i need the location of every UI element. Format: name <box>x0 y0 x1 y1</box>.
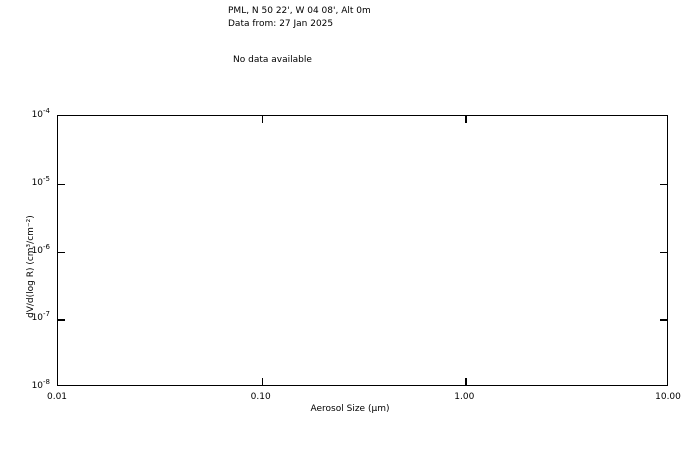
y-axis-tick-mark <box>58 319 65 321</box>
x-axis-title: Aerosol Size (μm) <box>310 404 390 414</box>
x-axis-tick-label: 0.01 <box>46 392 68 402</box>
y-axis-tick-mark-right <box>660 319 667 321</box>
x-axis-tick-mark-top <box>261 116 263 123</box>
x-axis-tick-label: 1.00 <box>454 392 475 402</box>
x-axis-tick-label: 10.00 <box>655 392 681 402</box>
plot-frame <box>57 115 668 386</box>
no-data-message: No data available <box>233 55 312 65</box>
y-axis-tick-mark-right <box>660 251 667 253</box>
site-location-line: PML, N 50 22', W 04 08', Alt 0m <box>228 6 371 16</box>
x-axis-tick-mark <box>261 378 263 385</box>
y-axis-tick-label: 10-5 <box>31 174 50 188</box>
y-axis-tick-label: 10-7 <box>31 310 50 324</box>
y-axis-tick-mark <box>58 183 65 186</box>
x-axis-tick-mark-top <box>465 116 467 123</box>
x-axis-tick-mark <box>465 378 467 385</box>
data-date-line: Data from: 27 Jan 2025 <box>228 19 334 29</box>
y-axis-title: dV/d(log R) (cm³/cm⁻²) <box>26 215 36 318</box>
plot-annotation-header: PML, N 50 22', W 04 08', Alt 0m Data fro… <box>228 5 371 31</box>
plot-canvas <box>58 116 667 385</box>
y-axis-tick-label: 10-4 <box>31 107 50 121</box>
y-axis-tick-label: 10-6 <box>31 242 50 256</box>
y-axis-tick-label: 10-8 <box>31 378 50 392</box>
y-axis-tick-mark <box>58 251 65 253</box>
x-axis-tick-label: 0.10 <box>250 392 271 402</box>
y-axis-tick-mark-right <box>660 183 667 186</box>
